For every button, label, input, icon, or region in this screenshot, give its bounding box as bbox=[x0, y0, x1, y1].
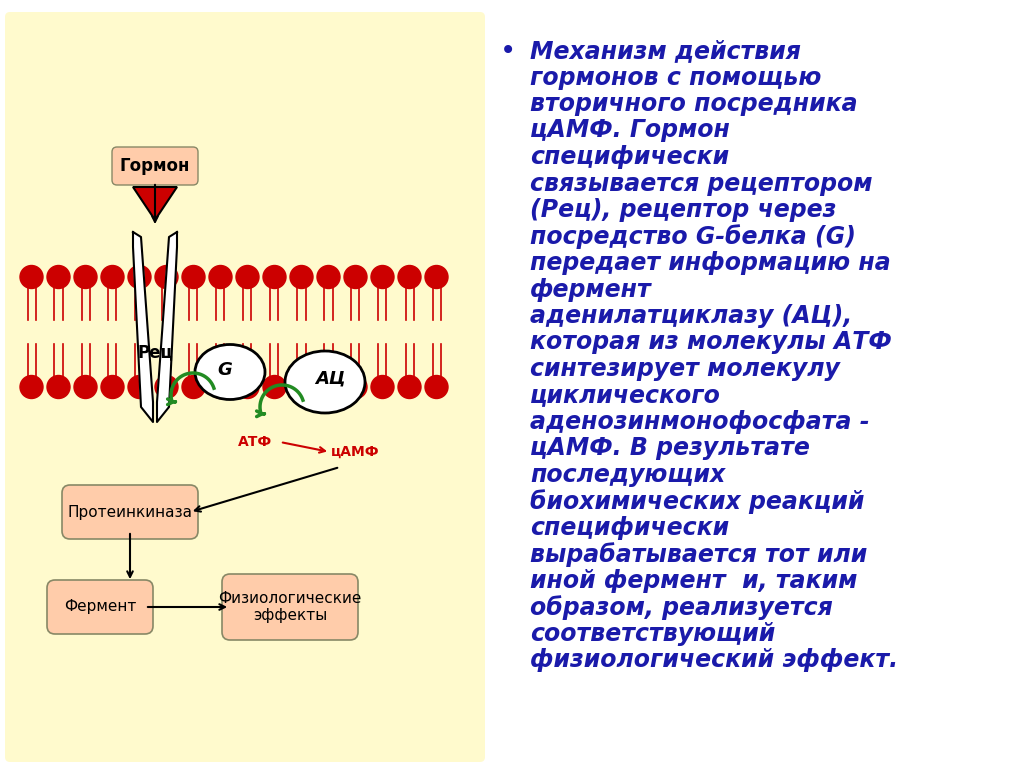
Text: биохимических реакций: биохимических реакций bbox=[530, 489, 864, 515]
Circle shape bbox=[47, 376, 70, 399]
Circle shape bbox=[155, 376, 178, 399]
FancyBboxPatch shape bbox=[62, 485, 198, 539]
Circle shape bbox=[371, 376, 394, 399]
Text: Гормон: Гормон bbox=[120, 157, 190, 175]
Text: АТФ: АТФ bbox=[238, 435, 272, 449]
Circle shape bbox=[398, 265, 421, 288]
Circle shape bbox=[317, 376, 340, 399]
Text: Физиологические
эффекты: Физиологические эффекты bbox=[218, 591, 361, 624]
Text: Рец: Рец bbox=[137, 343, 173, 361]
Text: образом, реализуется: образом, реализуется bbox=[530, 595, 833, 621]
FancyBboxPatch shape bbox=[112, 147, 198, 185]
Circle shape bbox=[128, 265, 151, 288]
Circle shape bbox=[344, 376, 367, 399]
Circle shape bbox=[101, 265, 124, 288]
Text: циклического: циклического bbox=[530, 384, 721, 407]
Text: вторичного посредника: вторичного посредника bbox=[530, 92, 858, 116]
Circle shape bbox=[128, 376, 151, 399]
Text: вырабатывается тот или: вырабатывается тот или bbox=[530, 542, 867, 568]
Text: Протеинкиназа: Протеинкиназа bbox=[68, 505, 193, 519]
Polygon shape bbox=[133, 232, 153, 422]
Text: специфически: специфически bbox=[530, 145, 729, 169]
Text: иной фермент  и, таким: иной фермент и, таким bbox=[530, 569, 857, 593]
Circle shape bbox=[344, 265, 367, 288]
Text: Фермент: Фермент bbox=[63, 600, 136, 614]
Text: фермент: фермент bbox=[530, 278, 651, 301]
Circle shape bbox=[101, 376, 124, 399]
Circle shape bbox=[425, 265, 449, 288]
Text: цАМФ. В результате: цАМФ. В результате bbox=[530, 436, 810, 460]
Circle shape bbox=[425, 376, 449, 399]
Circle shape bbox=[317, 265, 340, 288]
Circle shape bbox=[371, 265, 394, 288]
Text: Механизм действия: Механизм действия bbox=[530, 39, 801, 63]
Text: физиологический эффект.: физиологический эффект. bbox=[530, 649, 898, 673]
Circle shape bbox=[236, 376, 259, 399]
Text: АЦ: АЦ bbox=[314, 370, 345, 388]
Text: •: • bbox=[500, 37, 516, 65]
FancyBboxPatch shape bbox=[222, 574, 358, 640]
Text: последующих: последующих bbox=[530, 463, 725, 487]
Circle shape bbox=[290, 376, 313, 399]
Circle shape bbox=[182, 265, 205, 288]
Text: которая из молекулы АТФ: которая из молекулы АТФ bbox=[530, 331, 892, 354]
Text: цАМФ: цАМФ bbox=[331, 445, 379, 459]
Text: G: G bbox=[218, 361, 232, 379]
Circle shape bbox=[236, 265, 259, 288]
Ellipse shape bbox=[195, 344, 265, 400]
Circle shape bbox=[182, 376, 205, 399]
Text: связывается рецептором: связывается рецептором bbox=[530, 172, 872, 196]
Text: передает информацию на: передает информацию на bbox=[530, 251, 891, 275]
Text: цАМФ. Гормон: цАМФ. Гормон bbox=[530, 118, 730, 143]
Circle shape bbox=[74, 376, 97, 399]
FancyBboxPatch shape bbox=[5, 12, 485, 762]
Circle shape bbox=[290, 265, 313, 288]
FancyBboxPatch shape bbox=[47, 580, 153, 634]
Text: гормонов с помощью: гормонов с помощью bbox=[530, 65, 821, 90]
Circle shape bbox=[209, 376, 232, 399]
Circle shape bbox=[47, 265, 70, 288]
Circle shape bbox=[20, 265, 43, 288]
Circle shape bbox=[398, 376, 421, 399]
Text: посредство G-белка (G): посредство G-белка (G) bbox=[530, 225, 856, 249]
Circle shape bbox=[209, 265, 232, 288]
Circle shape bbox=[155, 265, 178, 288]
Ellipse shape bbox=[285, 351, 365, 413]
Polygon shape bbox=[157, 232, 177, 422]
Circle shape bbox=[263, 265, 286, 288]
Text: специфически: специфически bbox=[530, 516, 729, 540]
Text: синтезирует молекулу: синтезирует молекулу bbox=[530, 357, 840, 381]
Circle shape bbox=[20, 376, 43, 399]
Circle shape bbox=[263, 376, 286, 399]
Text: соответствующий: соответствующий bbox=[530, 622, 775, 646]
Text: (Рец), рецептор через: (Рец), рецептор через bbox=[530, 198, 837, 222]
Text: аденилатциклазу (АЦ),: аденилатциклазу (АЦ), bbox=[530, 304, 852, 328]
Text: аденозинмонофосфата -: аденозинмонофосфата - bbox=[530, 410, 869, 434]
Polygon shape bbox=[133, 187, 177, 220]
Circle shape bbox=[74, 265, 97, 288]
